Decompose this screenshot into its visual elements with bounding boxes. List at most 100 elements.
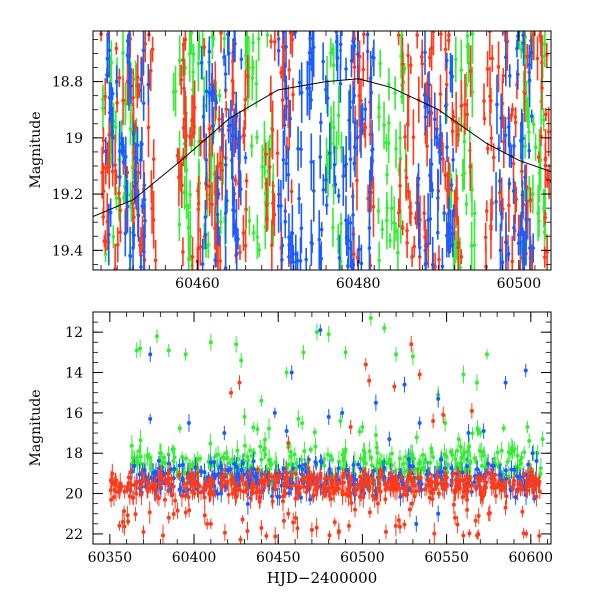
- blue-point: [527, 78, 532, 82]
- red-point: [340, 492, 345, 497]
- blue-point: [232, 209, 236, 213]
- green-point: [461, 173, 465, 178]
- green-point: [373, 433, 378, 438]
- red-point: [181, 249, 185, 254]
- blue-point: [416, 176, 421, 181]
- red-point: [230, 475, 235, 480]
- red-point: [293, 496, 298, 501]
- bottom-x-tick-label: 60500: [340, 550, 385, 566]
- green-point: [114, 196, 119, 201]
- green-point: [184, 168, 189, 172]
- green-point: [382, 123, 386, 127]
- blue-point: [237, 169, 242, 174]
- red-outlier-point: [141, 529, 146, 534]
- red-point: [118, 481, 123, 486]
- red-point: [454, 199, 458, 204]
- red-point: [205, 522, 210, 527]
- red-point: [135, 83, 140, 88]
- red-point: [152, 485, 157, 490]
- red-point: [224, 107, 229, 112]
- red-point: [400, 62, 405, 66]
- green-point: [334, 146, 339, 150]
- blue-point: [212, 460, 217, 465]
- red-point: [442, 486, 447, 491]
- green-outlier-point: [301, 350, 306, 355]
- top-x-tick-label: 60480: [336, 276, 381, 292]
- green-point: [389, 451, 394, 456]
- red-outlier-point: [346, 523, 351, 528]
- blue-point: [449, 183, 454, 187]
- green-point: [299, 457, 304, 462]
- red-point: [419, 55, 424, 59]
- red-point: [516, 482, 521, 487]
- green-point: [329, 51, 333, 55]
- red-point: [434, 479, 439, 484]
- red-point: [417, 488, 422, 493]
- red-point: [291, 520, 296, 525]
- red-outlier-point: [348, 424, 353, 429]
- red-point: [501, 139, 506, 144]
- red-point: [412, 494, 417, 499]
- green-point: [479, 463, 484, 468]
- blue-point: [353, 477, 358, 482]
- red-point: [151, 157, 156, 161]
- green-point: [157, 451, 162, 456]
- blue-point: [370, 148, 374, 152]
- green-outlier-point: [474, 380, 479, 385]
- green-point: [358, 456, 363, 461]
- red-point: [496, 65, 501, 69]
- red-point: [528, 478, 533, 483]
- red-point: [342, 471, 347, 476]
- green-point: [518, 461, 523, 466]
- red-point: [540, 86, 544, 90]
- red-point: [509, 113, 514, 117]
- blue-point: [127, 33, 131, 37]
- green-point: [531, 122, 536, 127]
- blue-point: [323, 87, 328, 92]
- red-point: [455, 522, 460, 527]
- green-point: [420, 453, 425, 458]
- red-outlier-point: [229, 390, 234, 395]
- bottom-y-tick-label: 18: [65, 446, 83, 462]
- blue-point: [309, 160, 314, 164]
- red-point: [361, 67, 366, 72]
- green-point: [336, 113, 341, 118]
- green-point: [292, 452, 297, 457]
- green-point: [384, 461, 389, 466]
- green-outlier-point: [296, 416, 301, 421]
- red-point: [184, 486, 189, 491]
- green-point: [374, 445, 379, 450]
- blue-point: [526, 462, 531, 467]
- red-point: [405, 241, 409, 245]
- red-point: [157, 481, 162, 486]
- red-outlier-point: [383, 529, 388, 534]
- green-point: [478, 430, 483, 435]
- red-point: [273, 40, 277, 44]
- blue-point: [512, 144, 516, 148]
- red-point: [126, 481, 131, 486]
- blue-point: [204, 89, 209, 94]
- red-point: [402, 522, 407, 527]
- red-point: [109, 497, 114, 502]
- green-point: [541, 118, 546, 122]
- red-point: [243, 480, 248, 485]
- blue-point: [436, 196, 440, 200]
- red-point: [114, 46, 119, 51]
- blue-point: [276, 48, 281, 53]
- blue-point: [131, 246, 135, 250]
- red-point: [131, 96, 135, 100]
- red-point: [443, 47, 448, 52]
- green-point: [260, 165, 265, 169]
- blue-outlier-point: [222, 431, 227, 436]
- red-point: [264, 152, 268, 156]
- red-point: [431, 31, 436, 34]
- red-point: [238, 488, 243, 493]
- red-point: [289, 189, 294, 194]
- green-point: [251, 453, 256, 458]
- green-outlier-point: [338, 418, 343, 423]
- blue-point: [344, 218, 348, 223]
- red-point: [241, 231, 246, 235]
- red-point: [458, 478, 463, 483]
- red-point: [539, 134, 543, 139]
- red-point: [473, 518, 478, 523]
